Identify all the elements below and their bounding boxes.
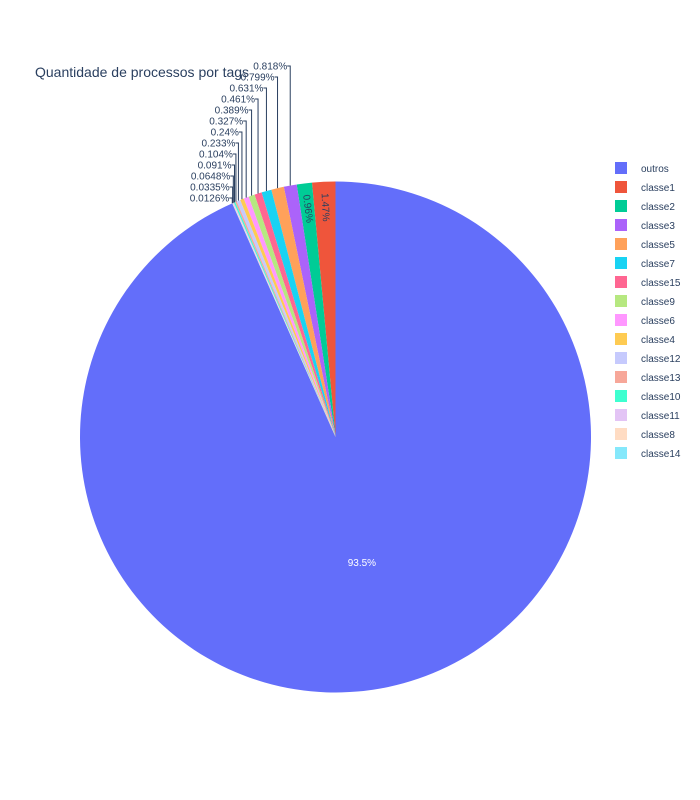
pie-slice-classe3[interactable] <box>283 184 336 437</box>
pie-slices <box>80 181 592 693</box>
legend-item-classe10[interactable]: classe10 <box>615 390 681 403</box>
legend-item-classe11[interactable]: classe11 <box>615 409 680 422</box>
chart-title: Quantidade de processos por tags <box>35 64 249 80</box>
legend-swatch <box>615 181 627 193</box>
legend-label: classe13 <box>641 373 681 384</box>
pie-slice-classe10[interactable] <box>233 202 336 437</box>
pie-slice-classe12[interactable] <box>236 199 336 437</box>
slice-label-classe1: 1.47% <box>319 193 331 222</box>
leader-line-classe10 <box>231 164 235 203</box>
leader-line-classe11 <box>230 175 234 203</box>
legend-label: outros <box>641 164 669 175</box>
slice-label-classe5: 0.799% <box>241 73 275 84</box>
pie-slice-classe4[interactable] <box>240 198 336 437</box>
legend-label: classe10 <box>641 392 681 403</box>
pie-slice-classe14[interactable] <box>232 203 336 437</box>
legend-swatch <box>615 200 627 212</box>
legend-swatch <box>615 276 627 288</box>
legend-item-classe1[interactable]: classe1 <box>615 181 675 194</box>
legend-label: classe9 <box>641 297 675 308</box>
legend-label: classe4 <box>641 335 675 346</box>
leader-line-classe9 <box>248 109 253 196</box>
legend-label: classe3 <box>641 221 675 232</box>
legend: outros classe1 classe2 classe3 classe5 classe… <box>615 162 681 460</box>
slice-label-classe2: 0.96% <box>300 194 314 224</box>
slice-label-classe15: 0.461% <box>221 95 255 106</box>
pie-slice-outros[interactable] <box>80 181 592 693</box>
legend-label: classe11 <box>641 411 680 422</box>
legend-item-outros[interactable]: outros <box>615 162 669 175</box>
slice-label-classe3: 0.818% <box>253 62 287 73</box>
leader-line-classe3 <box>287 65 291 186</box>
legend-label: classe15 <box>641 278 681 289</box>
legend-label: classe5 <box>641 240 675 251</box>
legend-swatch <box>615 238 627 250</box>
pie-slice-classe1[interactable] <box>311 181 336 438</box>
leader-line-classe13 <box>232 153 237 202</box>
legend-item-classe9[interactable]: classe9 <box>615 295 675 308</box>
legend-item-classe12[interactable]: classe12 <box>615 352 681 365</box>
pie-slice-classe11[interactable] <box>232 202 336 437</box>
label-leaders <box>229 65 291 204</box>
slice-label-classe9: 0.389% <box>215 106 249 117</box>
legend-label: classe14 <box>641 449 681 460</box>
leader-line-classe4 <box>238 131 243 200</box>
slice-label-classe11: 0.0648% <box>191 172 231 183</box>
legend-label: classe6 <box>641 316 675 327</box>
pie-slice-classe6[interactable] <box>243 196 336 437</box>
slice-label-classe7: 0.631% <box>230 84 264 95</box>
legend-item-classe15[interactable]: classe15 <box>615 276 681 289</box>
legend-item-classe7[interactable]: classe7 <box>615 257 675 270</box>
slice-label-classe6: 0.327% <box>209 117 243 128</box>
leader-line-classe15 <box>255 98 259 194</box>
legend-swatch <box>615 409 627 421</box>
pie-slice-classe2[interactable] <box>296 182 336 437</box>
legend-swatch <box>615 162 627 174</box>
slice-label-outros: 93.5% <box>348 558 376 569</box>
slice-labels: 93.5%1.47%0.96%0.818%0.799%0.631%0.461%0… <box>190 62 376 569</box>
pie-slice-classe9[interactable] <box>248 194 336 437</box>
legend-item-classe13[interactable]: classe13 <box>615 371 681 384</box>
leader-line-classe5 <box>274 76 279 189</box>
pie-slice-classe8[interactable] <box>232 203 336 437</box>
pie-slice-classe15[interactable] <box>254 192 336 437</box>
legend-label: classe1 <box>641 183 675 194</box>
slice-label-classe10: 0.091% <box>198 161 232 172</box>
legend-label: classe7 <box>641 259 675 270</box>
legend-swatch <box>615 219 627 231</box>
pie-slice-classe5[interactable] <box>271 186 336 437</box>
legend-item-classe6[interactable]: classe6 <box>615 314 675 327</box>
leader-line-classe6 <box>243 120 247 198</box>
pie-slice-classe13[interactable] <box>235 201 336 437</box>
legend-label: classe2 <box>641 202 675 213</box>
legend-swatch <box>615 314 627 326</box>
legend-swatch <box>615 257 627 269</box>
legend-item-classe8[interactable]: classe8 <box>615 428 675 441</box>
slice-label-classe8: 0.0335% <box>190 183 230 194</box>
legend-item-classe4[interactable]: classe4 <box>615 333 675 346</box>
legend-item-classe2[interactable]: classe2 <box>615 200 675 213</box>
slice-label-classe14: 0.0126% <box>190 194 230 205</box>
legend-swatch <box>615 352 627 364</box>
legend-item-classe14[interactable]: classe14 <box>615 447 681 460</box>
pie-slice-classe7[interactable] <box>261 189 336 437</box>
legend-swatch <box>615 447 627 459</box>
legend-swatch <box>615 371 627 383</box>
leader-line-classe12 <box>235 142 239 201</box>
leader-line-classe14 <box>229 197 233 204</box>
legend-swatch <box>615 428 627 440</box>
legend-item-classe3[interactable]: classe3 <box>615 219 675 232</box>
slice-label-classe12: 0.233% <box>201 139 235 150</box>
slice-label-classe13: 0.104% <box>199 150 233 161</box>
leader-line-classe7 <box>263 87 267 192</box>
legend-swatch <box>615 295 627 307</box>
legend-swatch <box>615 390 627 402</box>
legend-item-classe5[interactable]: classe5 <box>615 238 675 251</box>
legend-swatch <box>615 333 627 345</box>
legend-label: classe8 <box>641 430 675 441</box>
legend-label: classe12 <box>641 354 681 365</box>
slice-label-classe4: 0.24% <box>211 128 239 139</box>
